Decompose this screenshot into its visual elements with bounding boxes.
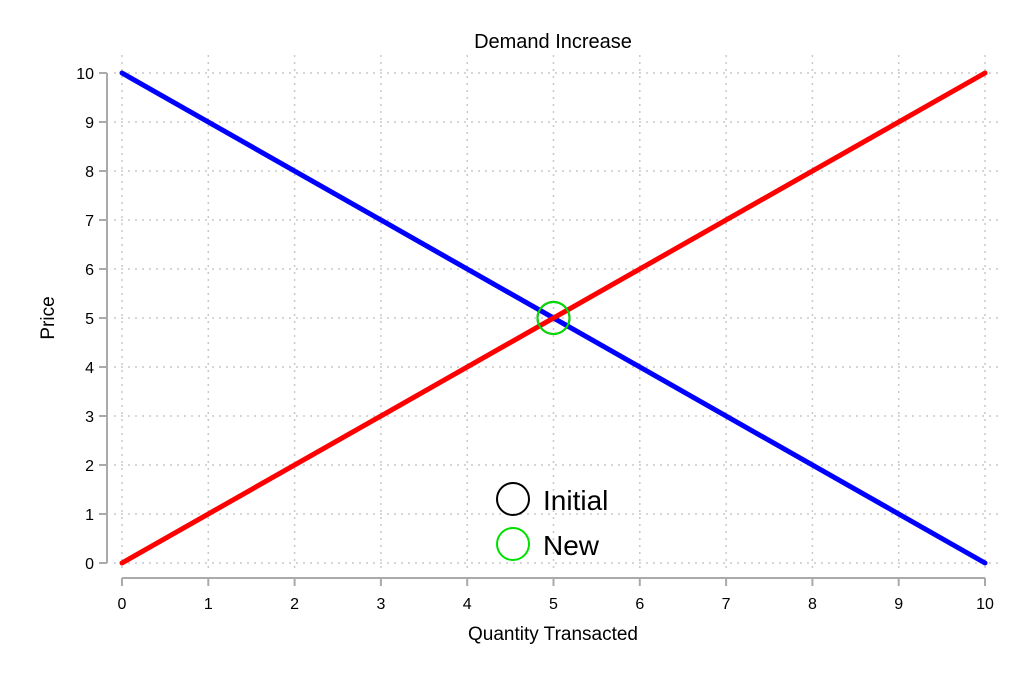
x-tick-label: 1 — [204, 596, 213, 613]
axes: 0 1 2 3 4 5 6 7 8 9 10 0 1 2 3 4 5 6 7 8 9 10 — [76, 66, 994, 613]
x-tick-label: 0 — [118, 596, 127, 613]
y-tick-label: 6 — [85, 262, 94, 279]
x-tick-label: 2 — [290, 596, 299, 613]
grid — [114, 55, 1000, 571]
y-tick-label: 0 — [85, 556, 94, 573]
x-tick-label: 9 — [894, 596, 903, 613]
legend: Initial New — [496, 482, 608, 561]
legend-marker-initial — [496, 482, 530, 516]
y-tick-label: 9 — [85, 115, 94, 132]
legend-marker-new — [496, 527, 530, 561]
x-tick-label: 5 — [549, 596, 558, 613]
legend-label-initial: Initial — [543, 485, 608, 516]
points — [536, 301, 571, 335]
series — [119, 70, 988, 566]
y-axis-label: Price — [38, 296, 59, 339]
y-tick-label: 7 — [85, 213, 94, 230]
legend-label-new: New — [543, 530, 600, 561]
point-new — [536, 301, 571, 335]
y-tick-label: 8 — [85, 164, 94, 181]
x-axis-label: Quantity Transacted — [468, 624, 638, 645]
y-tick-label: 1 — [85, 507, 94, 524]
y-tick-label: 2 — [85, 458, 94, 475]
y-tick-label: 5 — [85, 311, 94, 328]
x-tick-label: 8 — [808, 596, 817, 613]
x-tick-label: 3 — [376, 596, 385, 613]
x-tick-label: 10 — [976, 596, 994, 613]
chart-title: Demand Increase — [474, 31, 632, 53]
series-line-1 — [119, 70, 988, 566]
x-tick-label: 6 — [635, 596, 644, 613]
x-tick-label: 7 — [722, 596, 731, 613]
y-tick-label: 10 — [76, 66, 94, 83]
y-tick-label: 4 — [85, 360, 94, 377]
y-tick-label: 3 — [85, 409, 94, 426]
x-tick-label: 4 — [463, 596, 472, 613]
